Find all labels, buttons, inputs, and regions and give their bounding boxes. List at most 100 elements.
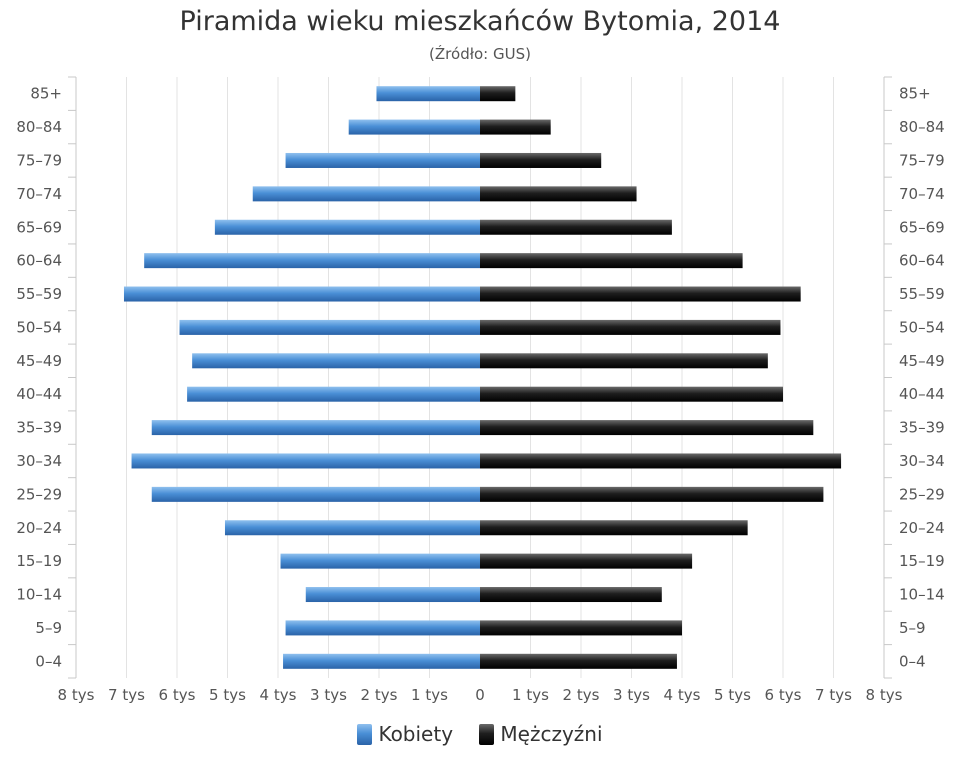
chart-subtitle: (Źródło: GUS) <box>429 45 531 63</box>
bar-mezczyzni-35-39[interactable] <box>480 420 814 436</box>
category-label-left: 65–69 <box>16 218 62 236</box>
x-tick-label: 3 tys <box>613 686 650 704</box>
bar-kobiety-35-39[interactable] <box>151 420 480 436</box>
category-label-right: 45–49 <box>899 352 945 370</box>
category-label-left: 40–44 <box>16 385 62 403</box>
category-label-right: 25–29 <box>899 485 945 503</box>
bar-kobiety-10-14[interactable] <box>305 587 480 603</box>
bar-kobiety-45-49[interactable] <box>192 353 480 369</box>
bar-kobiety-70-74[interactable] <box>252 186 480 202</box>
category-label-right: 30–34 <box>899 452 945 470</box>
x-tick-label: 4 tys <box>260 686 297 704</box>
bar-mezczyzni-65-69[interactable] <box>480 219 672 235</box>
x-tick-label: 6 tys <box>159 686 196 704</box>
bar-mezczyzni-40-44[interactable] <box>480 386 783 402</box>
legend-swatch-mezczyzni <box>479 723 495 745</box>
legend-swatch-kobiety <box>357 723 373 745</box>
bar-mezczyzni-50-54[interactable] <box>480 319 781 335</box>
bar-kobiety-55-59[interactable] <box>123 286 480 302</box>
bar-mezczyzni-75-79[interactable] <box>480 152 602 168</box>
bar-mezczyzni-0-4[interactable] <box>480 653 677 669</box>
category-label-right: 5–9 <box>899 619 926 637</box>
category-label-right: 15–19 <box>899 552 945 570</box>
bar-mezczyzni-70-74[interactable] <box>480 186 637 202</box>
legend-label-mezczyzni: Mężczyźni <box>500 722 603 746</box>
bar-kobiety-30-34[interactable] <box>131 453 481 469</box>
x-tick-label: 4 tys <box>664 686 701 704</box>
category-label-left: 20–24 <box>16 519 62 537</box>
x-tick-label: 7 tys <box>815 686 852 704</box>
bar-mezczyzni-85+[interactable] <box>480 86 516 102</box>
category-label-left: 35–39 <box>16 419 62 437</box>
category-label-left: 55–59 <box>16 285 62 303</box>
x-tick-label: 1 tys <box>411 686 448 704</box>
legend: Kobiety Mężczyźni <box>0 722 960 750</box>
category-label-right: 85+ <box>899 85 931 103</box>
category-label-right: 50–54 <box>899 318 945 336</box>
bar-kobiety-80-84[interactable] <box>348 119 480 135</box>
category-label-right: 70–74 <box>899 185 945 203</box>
bar-kobiety-25-29[interactable] <box>151 486 480 502</box>
x-tick-label: 3 tys <box>310 686 347 704</box>
bar-kobiety-50-54[interactable] <box>179 319 480 335</box>
bar-mezczyzni-60-64[interactable] <box>480 253 743 269</box>
bars <box>123 86 842 669</box>
x-tick-label: 2 tys <box>361 686 398 704</box>
category-label-left: 5–9 <box>35 619 62 637</box>
category-label-right: 20–24 <box>899 519 945 537</box>
category-label-right: 65–69 <box>899 218 945 236</box>
category-label-right: 60–64 <box>899 252 945 270</box>
category-label-left: 50–54 <box>16 318 62 336</box>
bar-kobiety-75-79[interactable] <box>285 152 480 168</box>
bar-kobiety-20-24[interactable] <box>224 520 480 536</box>
category-label-right: 80–84 <box>899 118 945 136</box>
bar-mezczyzni-10-14[interactable] <box>480 587 662 603</box>
category-label-left: 70–74 <box>16 185 62 203</box>
x-tick-label: 6 tys <box>765 686 802 704</box>
bar-kobiety-40-44[interactable] <box>187 386 480 402</box>
bar-mezczyzni-5-9[interactable] <box>480 620 682 636</box>
axis-labels: 8 tys 7 tys 6 tys 5 tys 4 tys 3 tys 2 tys 1 tys… <box>16 85 944 704</box>
category-label-left: 0–4 <box>35 652 62 670</box>
bar-mezczyzni-30-34[interactable] <box>480 453 842 469</box>
x-tick-label: 1 tys <box>512 686 549 704</box>
bar-kobiety-85+[interactable] <box>376 86 480 102</box>
x-tick-label: 8 tys <box>866 686 903 704</box>
bar-mezczyzni-45-49[interactable] <box>480 353 768 369</box>
category-label-left: 10–14 <box>16 586 62 604</box>
bar-mezczyzni-20-24[interactable] <box>480 520 748 536</box>
category-label-left: 30–34 <box>16 452 62 470</box>
category-label-right: 40–44 <box>899 385 945 403</box>
legend-item-mezczyzni[interactable]: Mężczyźni <box>479 722 603 746</box>
x-tick-label: 2 tys <box>563 686 600 704</box>
x-tick-label: 0 <box>475 686 485 704</box>
legend-item-kobiety[interactable]: Kobiety <box>357 722 453 746</box>
bar-kobiety-15-19[interactable] <box>280 553 480 569</box>
category-label-right: 10–14 <box>899 586 945 604</box>
bar-kobiety-60-64[interactable] <box>144 253 481 269</box>
category-label-left: 80–84 <box>16 118 62 136</box>
bar-kobiety-0-4[interactable] <box>283 653 480 669</box>
category-label-left: 85+ <box>30 85 62 103</box>
bar-mezczyzni-55-59[interactable] <box>480 286 801 302</box>
axes <box>68 76 892 679</box>
category-label-left: 75–79 <box>16 151 62 169</box>
x-tick-label: 5 tys <box>714 686 751 704</box>
category-label-left: 60–64 <box>16 252 62 270</box>
bar-kobiety-65-69[interactable] <box>214 219 480 235</box>
bar-mezczyzni-15-19[interactable] <box>480 553 693 569</box>
bar-mezczyzni-80-84[interactable] <box>480 119 551 135</box>
legend-label-kobiety: Kobiety <box>378 722 454 746</box>
category-label-left: 15–19 <box>16 552 62 570</box>
category-label-right: 0–4 <box>899 652 926 670</box>
category-label-left: 25–29 <box>16 485 62 503</box>
chart-title: Piramida wieku mieszkańców Bytomia, 2014 <box>179 6 781 37</box>
bar-mezczyzni-25-29[interactable] <box>480 486 824 502</box>
category-label-left: 45–49 <box>16 352 62 370</box>
x-tick-label: 7 tys <box>108 686 145 704</box>
bar-kobiety-5-9[interactable] <box>285 620 480 636</box>
x-tick-label: 5 tys <box>209 686 246 704</box>
category-label-right: 75–79 <box>899 151 945 169</box>
